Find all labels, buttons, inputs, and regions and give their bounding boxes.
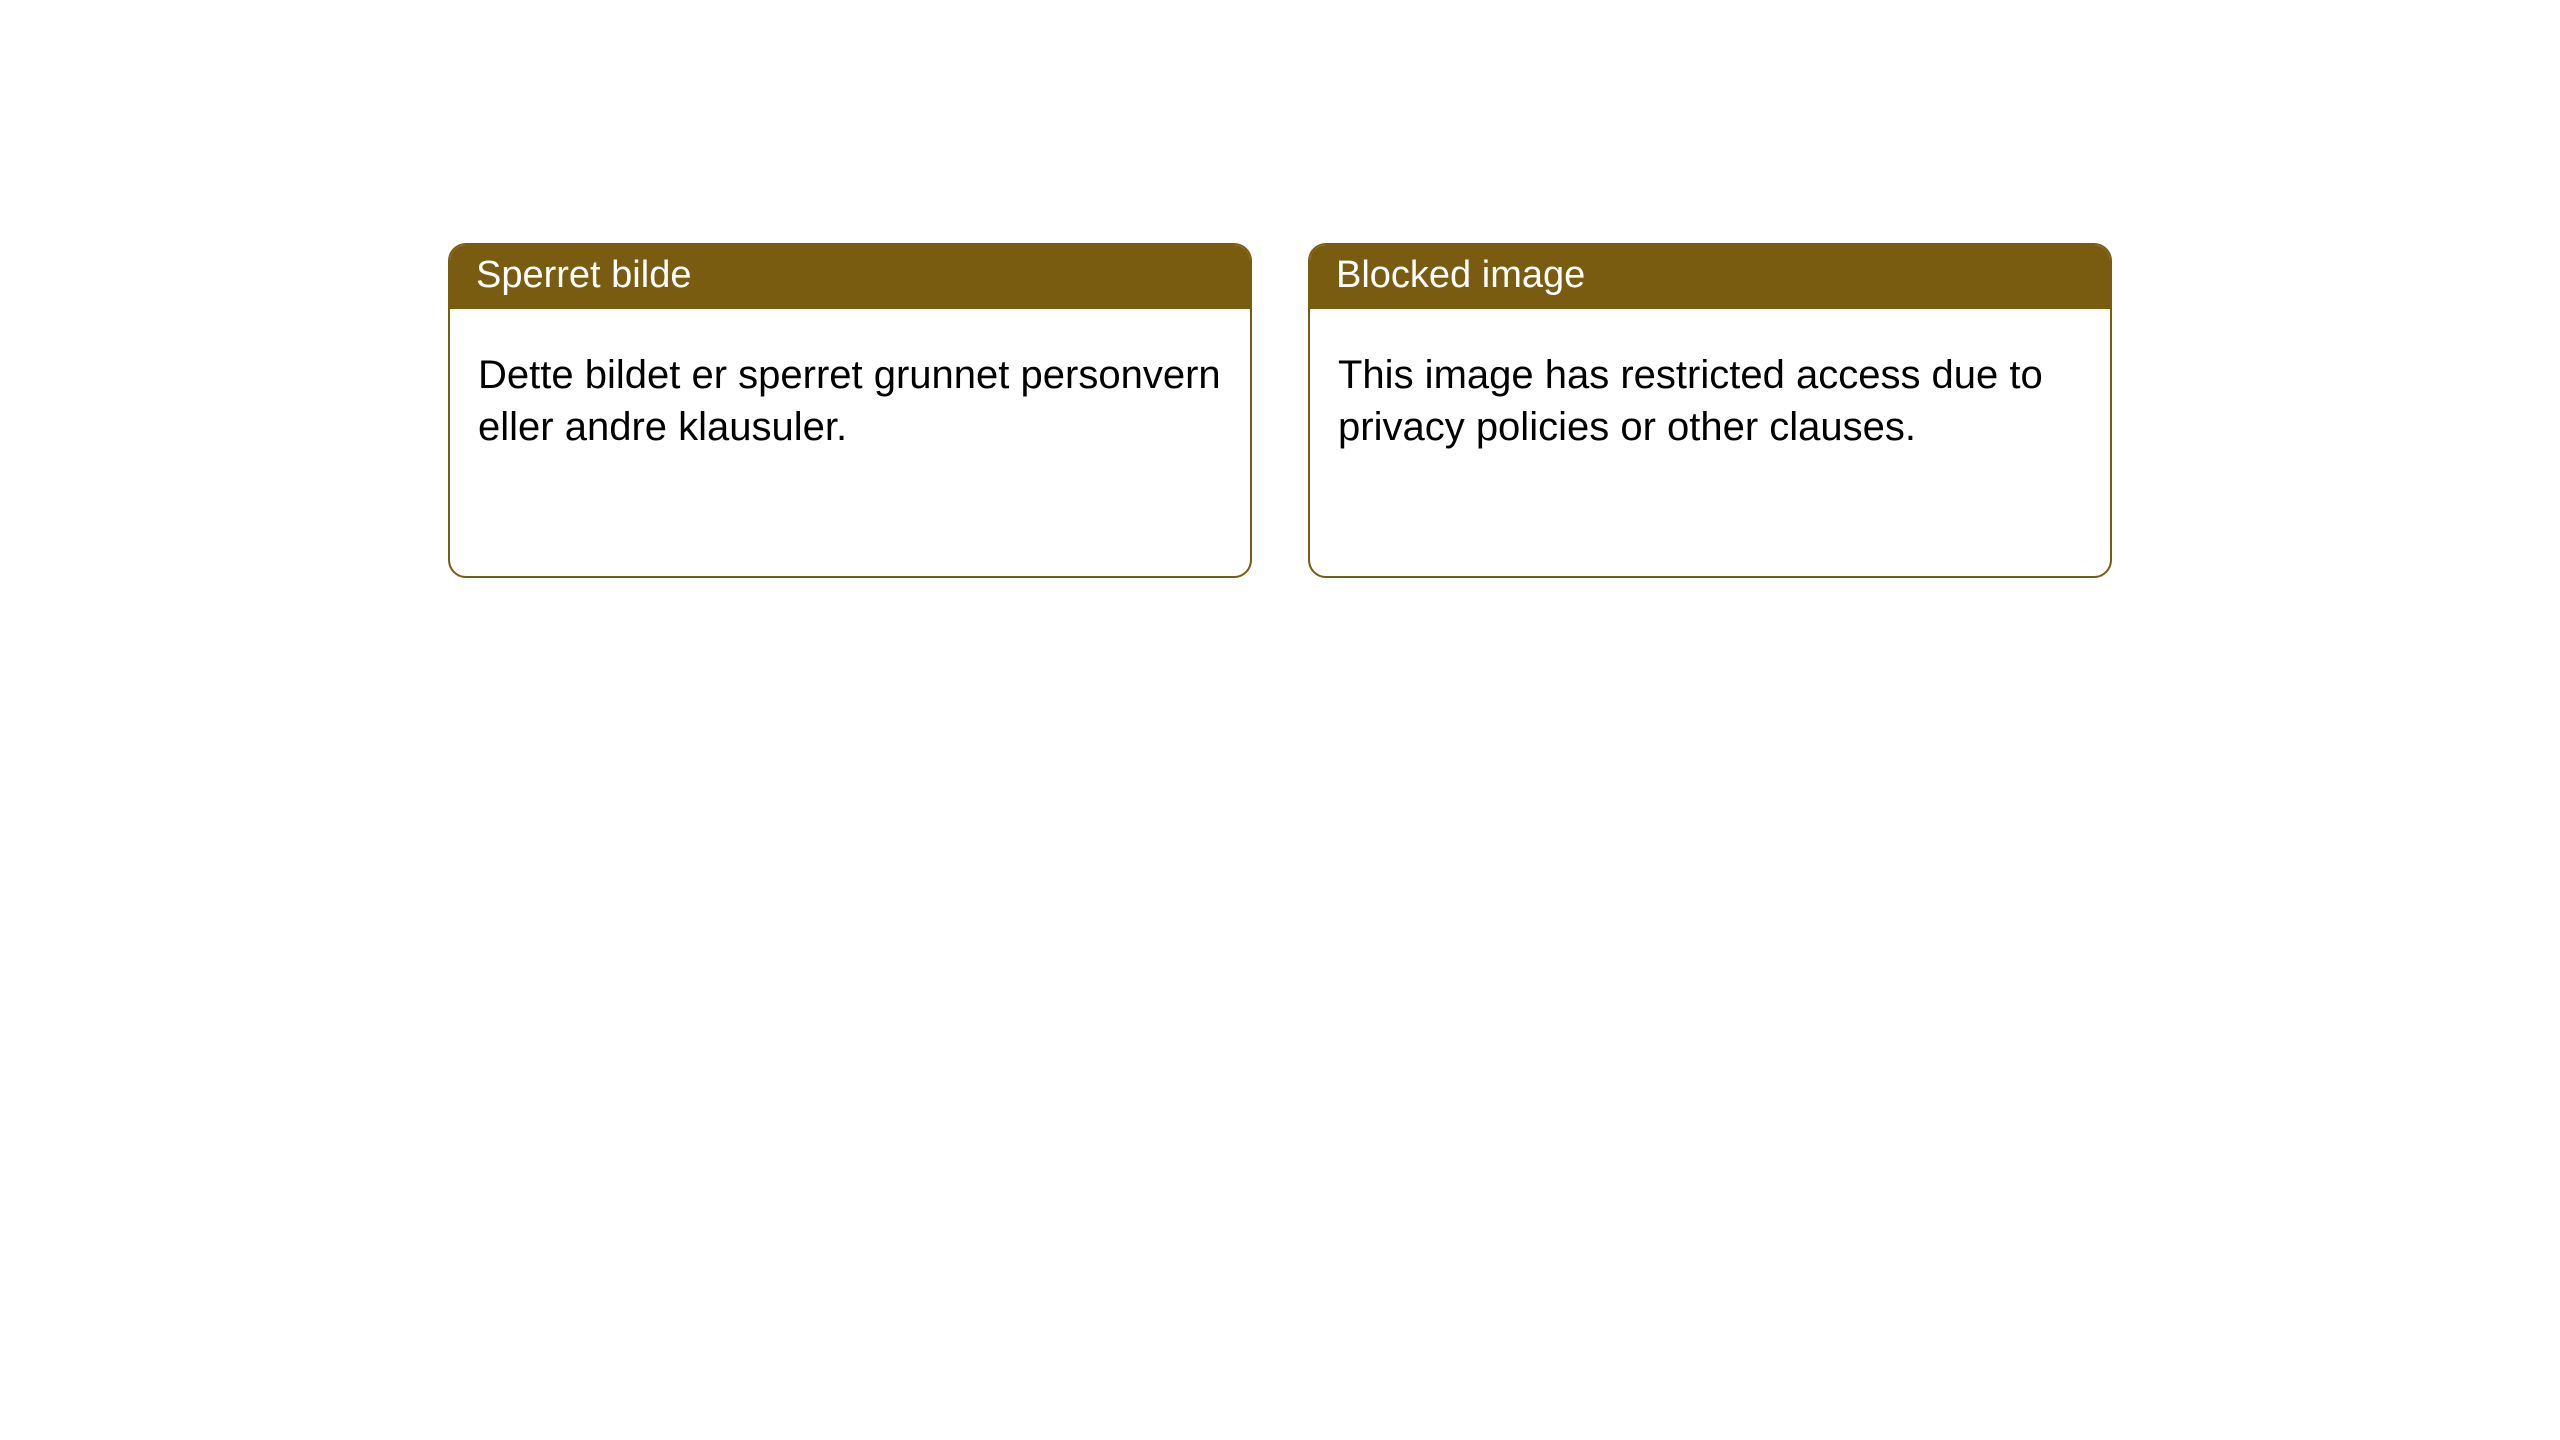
blocked-image-card-en: Blocked image This image has restricted … [1308, 243, 2112, 578]
card-header: Blocked image [1310, 245, 2110, 309]
blocked-image-card-no: Sperret bilde Dette bildet er sperret gr… [448, 243, 1252, 578]
cards-container: Sperret bilde Dette bildet er sperret gr… [0, 0, 2560, 578]
card-body: This image has restricted access due to … [1310, 309, 2110, 481]
card-header: Sperret bilde [450, 245, 1250, 309]
card-body: Dette bildet er sperret grunnet personve… [450, 309, 1250, 481]
